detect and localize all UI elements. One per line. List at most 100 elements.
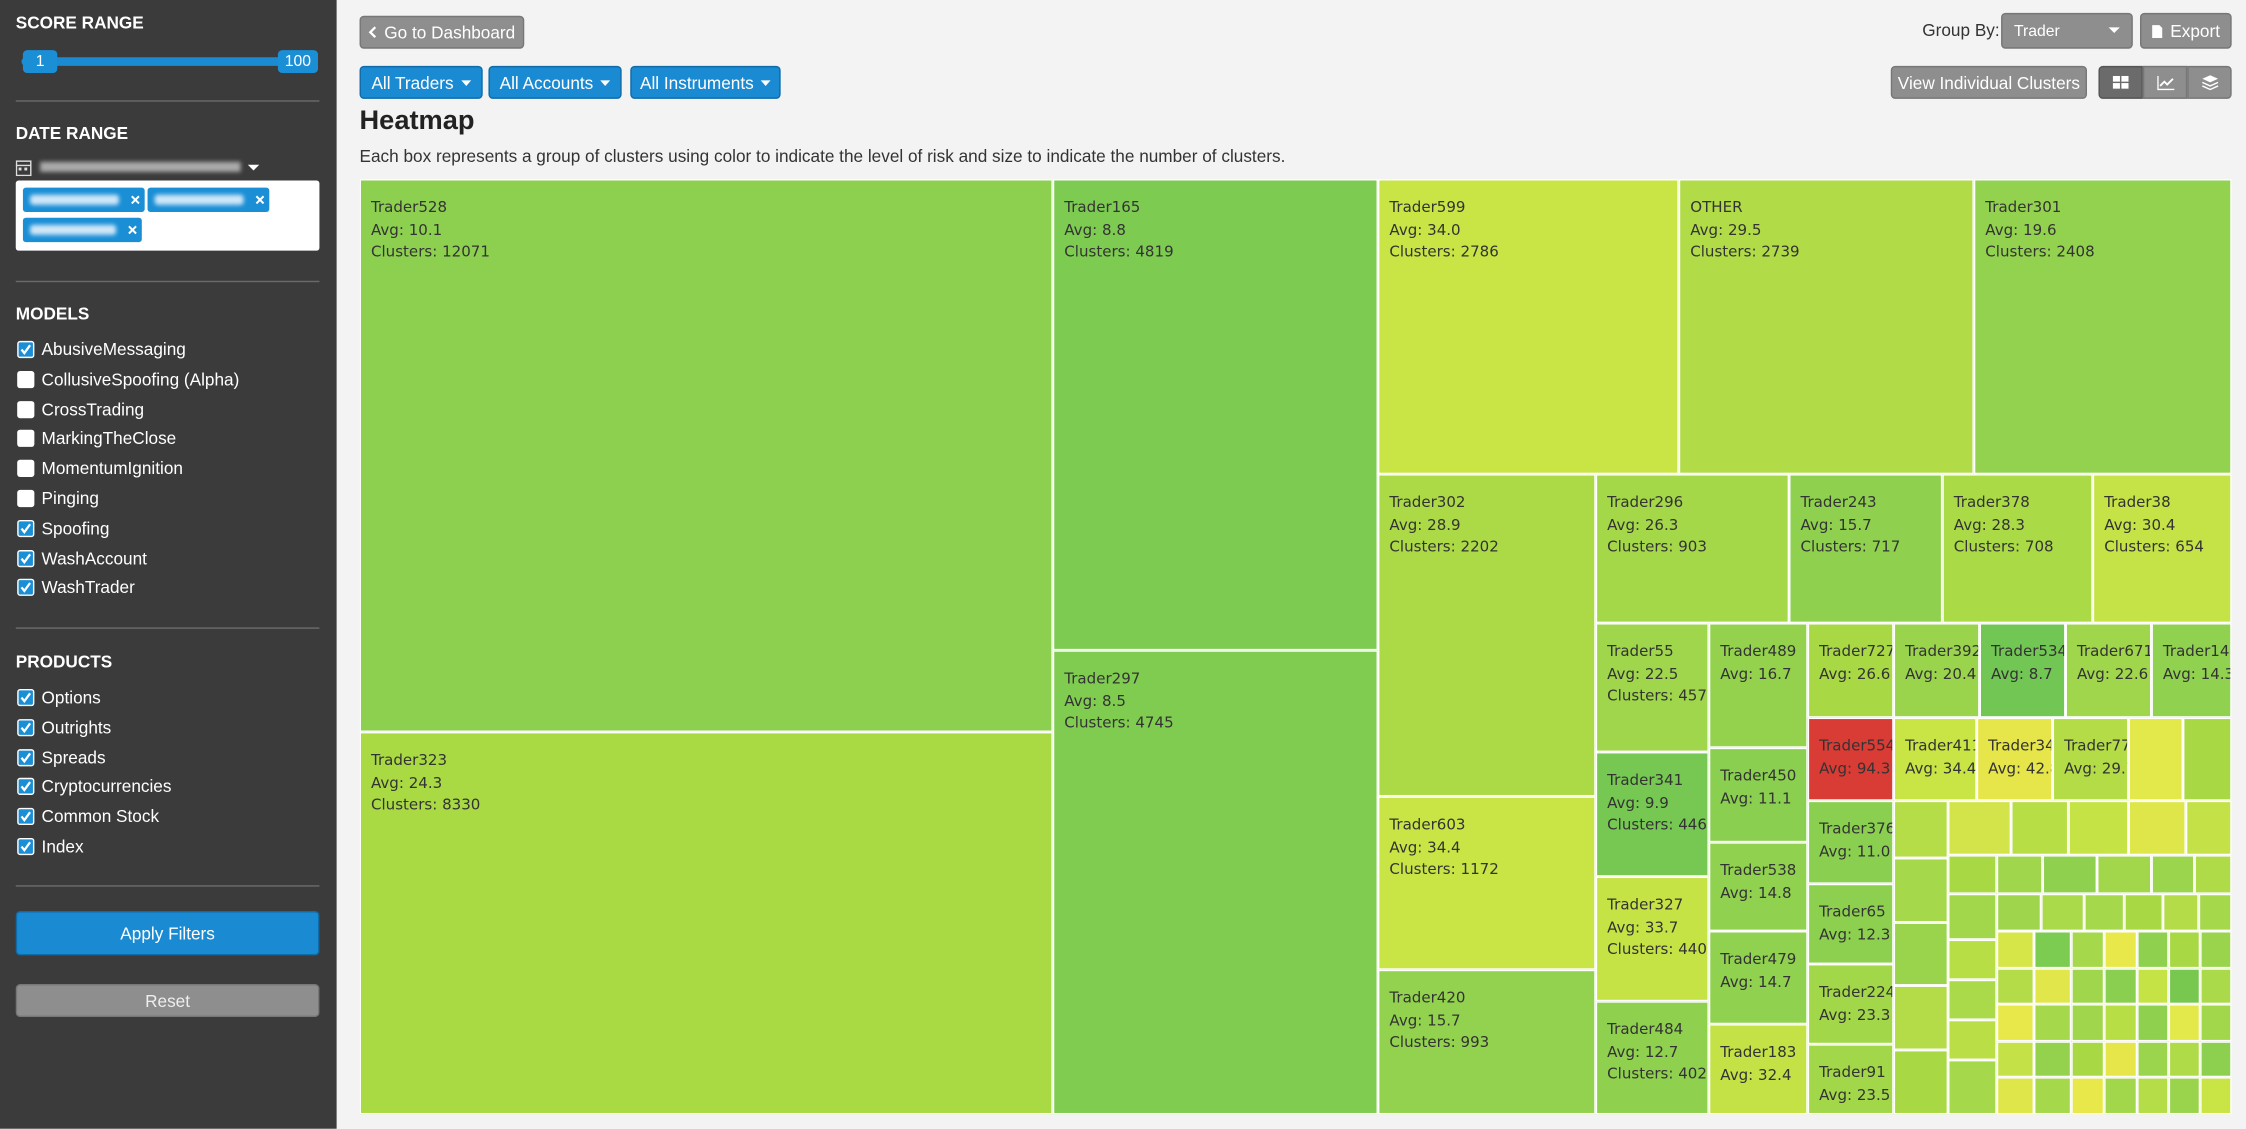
tile-small[interactable] (2124, 893, 2163, 932)
tile-small[interactable] (2168, 1077, 2201, 1115)
checkbox-label[interactable]: MomentumIgnition (41, 458, 183, 479)
tile-small[interactable] (1893, 985, 1949, 1050)
tile-small[interactable] (2200, 1041, 2232, 1078)
checkbox[interactable] (17, 718, 35, 736)
checkbox[interactable] (17, 489, 35, 508)
checkbox[interactable] (17, 579, 35, 597)
tile[interactable]: Trader224 Avg: 23.3 (1807, 964, 1894, 1045)
tile-small[interactable] (1996, 893, 2042, 932)
tile-small[interactable] (1996, 931, 2035, 969)
tile-small[interactable] (2137, 1077, 2169, 1115)
tile[interactable]: Trader148 Avg: 14.3 (2151, 623, 2232, 718)
tile[interactable]: Trader301 Avg: 19.6 Clusters: 2408 (1973, 179, 2232, 475)
tile-small[interactable] (2034, 1004, 2072, 1042)
tag-box[interactable] (15, 180, 320, 251)
tile-small[interactable] (2034, 968, 2072, 1005)
tile-small[interactable] (1948, 893, 1997, 940)
tile-small[interactable] (2097, 855, 2152, 894)
slider-handle[interactable]: 1 (22, 50, 58, 74)
tile-small[interactable] (1996, 855, 2043, 894)
tile-small[interactable] (2104, 1004, 2138, 1042)
checkbox-label[interactable]: Cryptocurrencies (41, 776, 172, 797)
tile-small[interactable] (2198, 893, 2232, 932)
tile[interactable]: Trader378 Avg: 28.3 Clusters: 708 (1942, 474, 2093, 624)
tile-small[interactable] (1893, 1049, 1949, 1115)
filter-dropdown[interactable]: All Instruments (630, 65, 781, 99)
tile[interactable]: Trader243 Avg: 15.7 Clusters: 717 (1789, 474, 1943, 624)
tile-small[interactable] (1948, 800, 2012, 856)
tile-small[interactable] (2071, 1077, 2105, 1115)
checkbox[interactable] (17, 430, 35, 448)
tile-small[interactable] (2071, 1004, 2105, 1042)
tile-small[interactable] (1996, 1004, 2035, 1042)
checkbox-label[interactable]: MarkingTheClose (41, 428, 177, 449)
tile-small[interactable] (2034, 1077, 2072, 1115)
tile[interactable]: Trader183 Avg: 32.4 (1708, 1024, 1808, 1115)
checkbox-label[interactable]: Options (41, 687, 101, 708)
checkbox-label[interactable]: WashTrader (41, 577, 135, 598)
tile-small[interactable] (1996, 1077, 2035, 1115)
checkbox-label[interactable]: Common Stock (41, 806, 160, 827)
tile-small[interactable] (2162, 893, 2199, 932)
view-clusters-button[interactable]: View Individual Clusters (1890, 65, 2088, 99)
tile-small[interactable] (2194, 855, 2232, 894)
tile[interactable]: Trader538 Avg: 14.8 (1708, 842, 1808, 932)
tile-small[interactable] (2137, 1041, 2169, 1078)
tile[interactable]: Trader671 Avg: 22.6 (2065, 623, 2152, 718)
checkbox-label[interactable]: WashAccount (41, 548, 147, 569)
filter-dropdown[interactable]: All Traders (359, 65, 483, 99)
checkbox[interactable] (17, 519, 35, 537)
tile[interactable]: Trader411 Avg: 34.4 (1893, 717, 1977, 801)
checkbox-label[interactable]: Spreads (41, 747, 106, 768)
tile[interactable]: Trader38 Avg: 30.4 Clusters: 654 (2092, 474, 2232, 624)
tile-small[interactable] (1893, 922, 1949, 986)
tile[interactable]: Trader528 Avg: 10.1 Clusters: 12071 (359, 179, 1053, 732)
tile-small[interactable] (2128, 717, 2183, 801)
tile[interactable]: Trader420 Avg: 15.7 Clusters: 993 (1377, 969, 1596, 1115)
tile-small[interactable] (2128, 800, 2186, 856)
tile-small[interactable] (2185, 800, 2232, 856)
tile[interactable]: Trader77 Avg: 29.7 (2052, 717, 2129, 801)
tile-small[interactable] (2151, 855, 2195, 894)
checkbox-label[interactable]: Pinging (41, 488, 99, 509)
checkbox[interactable] (17, 837, 35, 856)
tile-small[interactable] (2071, 1041, 2105, 1078)
tile-small[interactable] (2068, 800, 2129, 856)
tile-small[interactable] (2042, 855, 2098, 894)
tile[interactable]: Trader603 Avg: 34.4 Clusters: 1172 (1377, 796, 1596, 970)
tile-small[interactable] (1948, 1019, 1997, 1060)
tile[interactable]: Trader296 Avg: 26.3 Clusters: 903 (1595, 474, 1790, 624)
tile-small[interactable] (2137, 968, 2169, 1005)
checkbox[interactable] (17, 370, 35, 388)
tile-small[interactable] (2200, 968, 2232, 1005)
tile-small[interactable] (1948, 855, 1997, 894)
tile[interactable]: Trader347 Avg: 42.8 (1976, 717, 2053, 801)
tile[interactable]: Trader554 Avg: 94.3 (1807, 717, 1894, 801)
filter-dropdown[interactable]: All Accounts (488, 65, 622, 99)
checkbox[interactable] (17, 460, 35, 478)
tile[interactable]: Trader479 Avg: 14.7 (1708, 931, 1808, 1025)
tile-small[interactable] (2137, 1004, 2169, 1042)
checkbox[interactable] (17, 549, 35, 567)
tile-small[interactable] (2104, 1041, 2138, 1078)
checkbox[interactable] (17, 688, 35, 707)
tile-small[interactable] (2034, 1041, 2072, 1078)
tile-small[interactable] (2168, 968, 2201, 1005)
tile-small[interactable] (2168, 1004, 2201, 1042)
group-by-select[interactable]: Trader (2001, 12, 2133, 49)
tile-small[interactable] (2041, 893, 2085, 932)
tile-small[interactable] (2034, 931, 2072, 969)
checkbox-label[interactable]: AbusiveMessaging (41, 339, 186, 360)
tile[interactable]: Trader55 Avg: 22.5 Clusters: 457 (1595, 623, 1709, 753)
checkbox-label[interactable]: Index (41, 836, 84, 857)
tag[interactable] (147, 187, 270, 212)
tile-small[interactable] (1996, 968, 2035, 1005)
slider-track[interactable] (21, 57, 316, 66)
tile[interactable]: Trader376 Avg: 11.0 (1807, 800, 1894, 884)
tile-small[interactable] (1893, 800, 1949, 859)
tile[interactable]: Trader534 Avg: 8.7 (1979, 623, 2066, 718)
tile-small[interactable] (2137, 931, 2169, 969)
tile-small[interactable] (1996, 1041, 2035, 1078)
tile-small[interactable] (2071, 931, 2105, 969)
tile-small[interactable] (2104, 968, 2138, 1005)
